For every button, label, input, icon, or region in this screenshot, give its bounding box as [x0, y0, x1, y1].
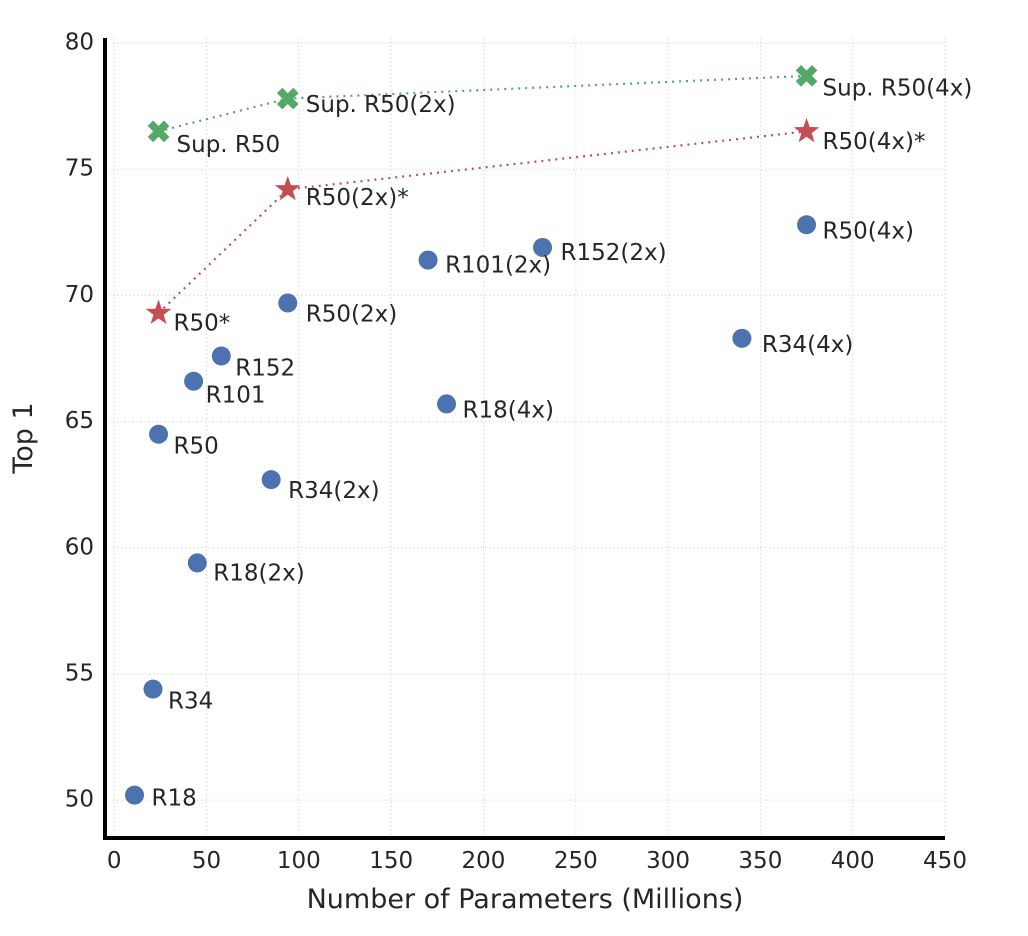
data-point-R18(2x) [187, 553, 207, 573]
x-tick-label: 300 [646, 848, 690, 874]
point-label-R18(2x): R18(2x) [213, 560, 304, 586]
point-label-R101: R101 [206, 383, 266, 409]
x-tick-labels: 0 50 100 150 200 250 300 350 400 450 [107, 848, 967, 874]
point-label-R34(4x): R34(4x) [762, 332, 853, 358]
grid [105, 38, 946, 838]
data-point-R18 [125, 785, 145, 805]
point-label-R50(4x)*: R50(4x)* [823, 129, 926, 155]
y-tick-label: 70 [65, 282, 94, 308]
point-label-R152(2x): R152(2x) [561, 240, 667, 266]
x-tick-label: 0 [107, 848, 122, 874]
y-tick-label: 60 [65, 534, 94, 560]
point-label-R152: R152 [235, 355, 295, 381]
y-tick-label: 65 [65, 408, 94, 434]
data-point-R50(2x)* [274, 175, 301, 201]
supervised-models-markers [147, 65, 818, 143]
x-tick-label: 250 [554, 848, 598, 874]
x-tick-label: 400 [831, 848, 875, 874]
y-tick-label: 50 [65, 787, 94, 813]
data-point-R50(4x) [797, 215, 817, 235]
point-label-R50(2x)*: R50(2x)* [306, 185, 409, 211]
point-label-R34(2x): R34(2x) [288, 478, 379, 504]
point-label-R18: R18 [152, 786, 197, 812]
starred-models-markers [145, 117, 820, 324]
data-point-R50(2x) [278, 293, 298, 313]
y-tick-label: 75 [65, 156, 94, 182]
y-tick-labels: 50 55 60 65 70 75 80 [65, 30, 94, 813]
y-tick-label: 80 [65, 30, 94, 56]
x-tick-label: 450 [923, 848, 967, 874]
data-point-Sup. R50 [147, 120, 170, 143]
point-label-Sup. R50: Sup. R50 [177, 132, 281, 158]
starred-models-line [157, 130, 807, 314]
data-point-R50* [145, 299, 172, 324]
supervised-models-line [158, 74, 807, 133]
data-point-R34(4x) [732, 328, 752, 348]
point-label-R50(2x): R50(2x) [306, 301, 397, 327]
data-point-R50 [149, 424, 169, 444]
point-label-R34: R34 [168, 689, 213, 715]
data-point-Sup. R50(2x) [276, 87, 299, 110]
x-tick-label: 50 [192, 848, 221, 874]
x-tick-label: 200 [462, 848, 506, 874]
point-label-R50*: R50* [174, 311, 231, 337]
point-label-R101(2x): R101(2x) [445, 253, 551, 279]
data-point-R34 [143, 679, 163, 699]
data-point-R34(2x) [261, 470, 281, 490]
point-label-R50: R50 [174, 434, 219, 460]
point-label-R18(4x): R18(4x) [463, 397, 554, 423]
data-point-R152 [211, 346, 231, 366]
data-point-Sup. R50(4x) [795, 65, 818, 87]
data-point-R18(4x) [437, 394, 457, 414]
point-label-Sup. R50(4x): Sup. R50(4x) [823, 75, 973, 101]
point-label-R50(4x): R50(4x) [823, 218, 914, 244]
data-point-R152(2x) [533, 237, 553, 257]
y-axis-label: Top 1 [8, 402, 39, 474]
x-axis-label: Number of Parameters (Millions) [307, 884, 744, 915]
point-label-Sup. R50(2x): Sup. R50(2x) [306, 92, 456, 118]
data-point-R50(4x)* [793, 117, 820, 143]
data-point-R101(2x) [418, 250, 438, 270]
x-tick-label: 100 [277, 848, 321, 874]
y-tick-label: 55 [65, 660, 94, 686]
x-tick-label: 350 [738, 848, 782, 874]
x-tick-label: 150 [369, 848, 413, 874]
resnet-baselines-markers [125, 215, 817, 805]
data-point-R101 [184, 371, 204, 391]
